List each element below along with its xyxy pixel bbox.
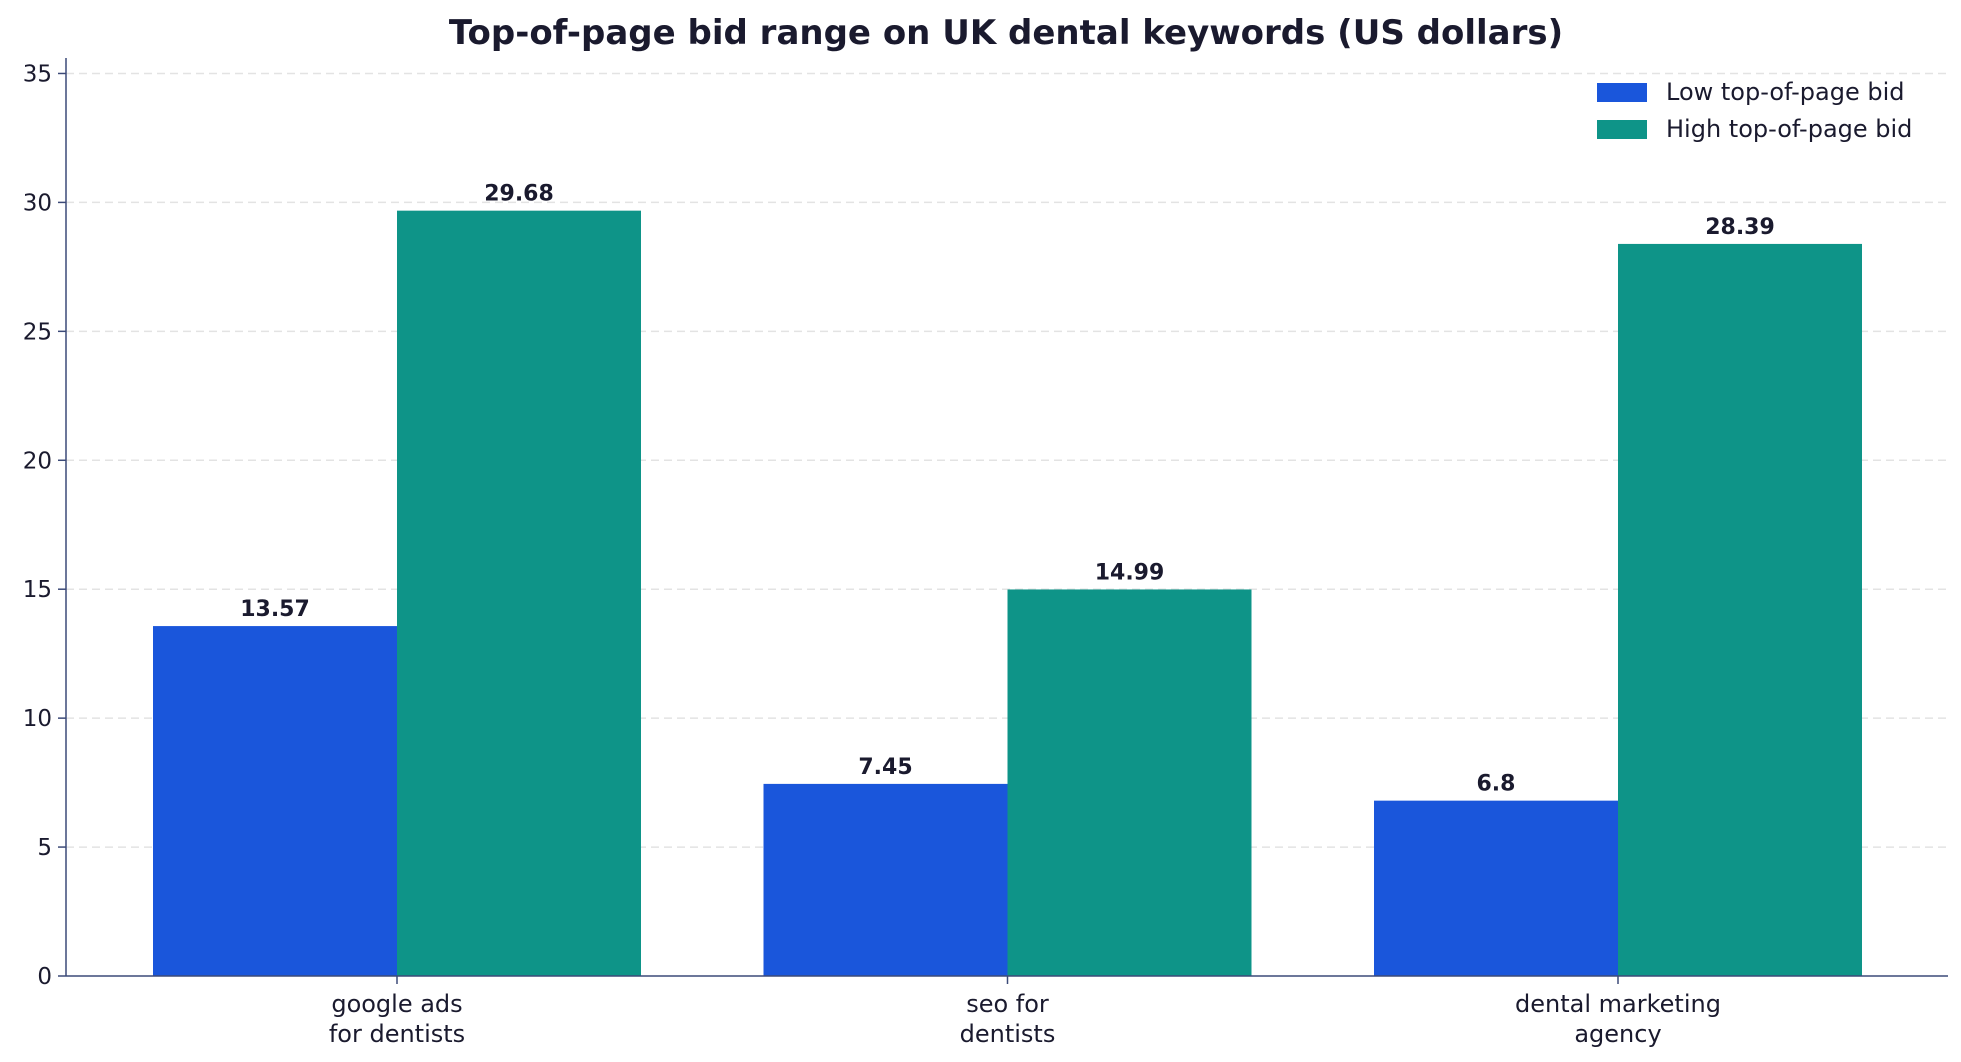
data-label: 14.99 <box>1095 560 1165 585</box>
legend: Low top-of-page bid High top-of-page bid <box>1597 78 1912 143</box>
data-label: 13.57 <box>240 597 310 622</box>
data-label: 29.68 <box>484 182 554 207</box>
data-label: 28.39 <box>1705 215 1775 240</box>
y-tick-label: 25 <box>23 319 52 345</box>
data-labels: 13.57 29.68 7.45 14.99 6.8 28.39 <box>240 182 1775 797</box>
y-tick-label: 20 <box>23 448 52 474</box>
legend-label: High top-of-page bid <box>1666 115 1912 143</box>
legend-swatch <box>1597 83 1647 102</box>
bar <box>153 626 397 976</box>
bar <box>1007 589 1252 976</box>
x-tick-label: seo for dentists <box>960 990 1056 1048</box>
x-tick-label: dental marketing agency <box>1515 990 1721 1048</box>
y-tick-label: 15 <box>23 577 52 603</box>
chart-title: Top-of-page bid range on UK dental keywo… <box>449 13 1563 53</box>
y-tick-label: 35 <box>23 61 52 87</box>
bar <box>763 783 1008 976</box>
bar <box>1618 243 1862 977</box>
legend-swatch <box>1597 120 1647 139</box>
data-label: 7.45 <box>858 755 912 780</box>
y-tick-label: 30 <box>23 190 52 216</box>
y-axis-ticks: 0 5 10 15 20 25 30 35 <box>23 61 66 990</box>
y-tick-label: 10 <box>23 706 52 732</box>
data-label: 6.8 <box>1477 772 1516 797</box>
x-axis-ticks: google ads for dentists seo for dentists den… <box>329 976 1721 1048</box>
bars <box>153 210 1862 977</box>
bar <box>1374 800 1618 976</box>
legend-label: Low top-of-page bid <box>1666 78 1905 106</box>
x-tick-label: google ads for dentists <box>329 990 465 1048</box>
y-tick-label: 0 <box>37 964 52 990</box>
bar <box>397 210 641 976</box>
y-tick-label: 5 <box>37 835 52 861</box>
